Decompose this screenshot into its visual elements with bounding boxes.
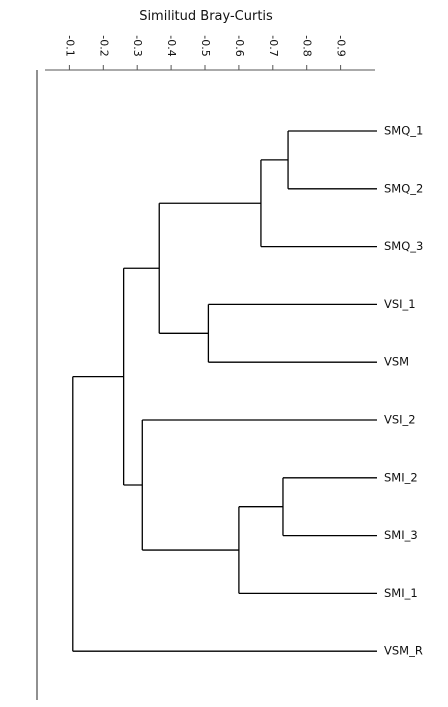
- leaf-label: SMQ_1: [384, 124, 423, 138]
- tick-label: -0.5: [199, 35, 212, 56]
- leaf-label: VSI_2: [384, 413, 416, 427]
- tick-label: -0.2: [97, 35, 110, 56]
- leaf-label: SMI_3: [384, 528, 418, 542]
- leaf-label: VSM_R: [384, 644, 423, 658]
- tick-label: -0.7: [267, 35, 280, 56]
- tick-label: -0.3: [131, 35, 144, 56]
- leaf-label: SMQ_2: [384, 181, 423, 195]
- tick-label: -0.1: [63, 35, 76, 56]
- leaf-label: SMQ_3: [384, 239, 423, 253]
- branch-group: [72, 130, 377, 652]
- leaf-label: SMI_1: [384, 586, 418, 600]
- tick-label: -0.6: [233, 35, 246, 56]
- leaf-label-group: SMQ_1 SMQ_2 SMQ_3 VSI_1 VSM VSI_2 SMI_2 SMI_3 SM…: [384, 124, 423, 658]
- tick-label: -0.8: [301, 35, 314, 56]
- tick-group: -0.1 -0.2 -0.3 -0.4 -0.5 -0.6 -0.7 -0.8 -0.9: [63, 35, 348, 70]
- leaf-label: VSM: [384, 355, 409, 369]
- tick-label: -0.9: [335, 35, 348, 56]
- chart-title: Similitud Bray-Curtis: [139, 9, 273, 24]
- leaf-label: VSI_1: [384, 297, 416, 311]
- tick-label: -0.4: [165, 35, 178, 56]
- leaf-label: SMI_2: [384, 470, 418, 484]
